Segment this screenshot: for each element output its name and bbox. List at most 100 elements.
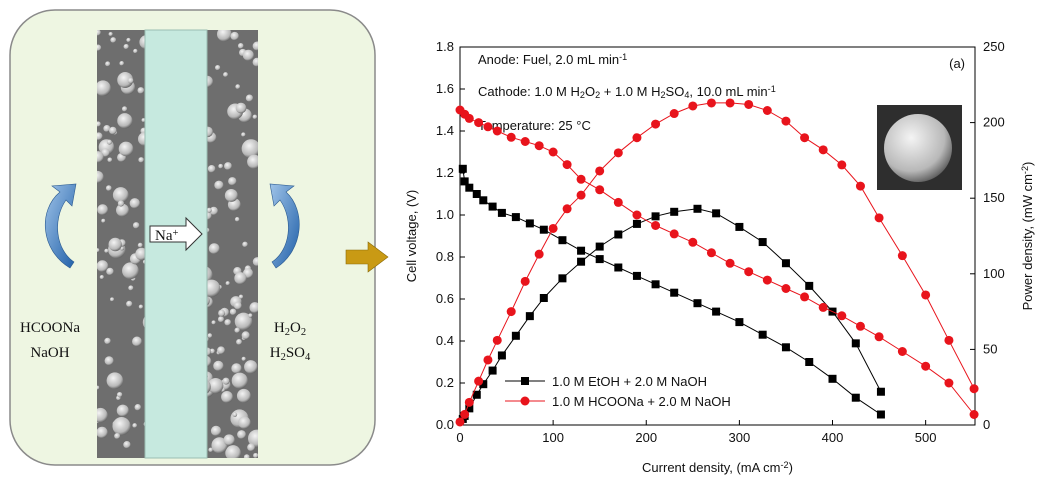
point: [762, 106, 772, 116]
point: [876, 387, 885, 396]
diagram: [9, 9, 389, 466]
point: [492, 126, 502, 136]
y-tick-label: 0.8: [436, 249, 454, 264]
point: [800, 133, 810, 143]
point: [613, 148, 623, 158]
y-tick-label: 0.4: [436, 333, 454, 348]
sem-particle: [234, 327, 240, 333]
sem-particle: [207, 377, 224, 394]
annotation: Temperature: 25 °C: [478, 118, 591, 133]
sem-particle: [235, 84, 241, 90]
point: [855, 321, 865, 331]
point: [465, 183, 474, 192]
point: [460, 409, 470, 419]
point: [651, 212, 660, 221]
point: [558, 236, 567, 245]
y-tick-label: 1.6: [436, 81, 454, 96]
point: [595, 242, 604, 251]
plot-frame: [459, 46, 976, 426]
point: [464, 397, 474, 407]
point: [725, 258, 735, 268]
diagram-label-sub: 2: [301, 327, 306, 338]
y2-tick-label: 50: [983, 341, 997, 356]
sem-particle: [104, 248, 109, 253]
point: [805, 358, 814, 366]
diagram-label-sub: 4: [305, 352, 311, 363]
sem-particle: [106, 372, 124, 389]
diagram-label-part: O: [290, 320, 301, 336]
sem-particle: [122, 262, 139, 280]
sem-particle: [207, 165, 216, 173]
sem-particle: [207, 333, 213, 338]
point: [465, 404, 474, 413]
y2-tick-label: 100: [983, 266, 1005, 281]
point: [472, 190, 481, 198]
sem-particle: [110, 37, 117, 43]
point: [670, 207, 679, 216]
sem-particle: [232, 412, 238, 417]
sem-particle: [247, 429, 258, 448]
point: [744, 267, 754, 277]
point: [464, 113, 474, 123]
point: [851, 339, 860, 348]
sem-particle: [105, 61, 111, 67]
point: [669, 229, 679, 239]
point: [735, 222, 744, 231]
sem-particle: [237, 43, 244, 49]
x-tick-label: 500: [915, 430, 937, 445]
point: [693, 204, 702, 213]
point: [539, 293, 548, 302]
sem-particle: [208, 243, 220, 255]
pointer-arrow: [345, 241, 389, 273]
inset: [877, 105, 962, 190]
sem-particle: [223, 434, 235, 446]
diagram-label-part: HCOONa: [20, 320, 80, 336]
sem-particle: [238, 416, 251, 429]
sem-particle: [97, 260, 109, 272]
sem-particle: [231, 372, 248, 389]
y-tick-label: 0.0: [436, 417, 454, 432]
sem-particle: [218, 309, 226, 317]
diagram-label: H2SO4: [270, 345, 311, 363]
point: [712, 307, 721, 316]
point: [969, 384, 979, 394]
sem-particle: [210, 425, 222, 436]
sem-particle: [217, 346, 225, 355]
y-tick-label: 1.2: [436, 165, 454, 180]
point: [613, 197, 623, 207]
sem-particle: [218, 163, 224, 169]
sem-particle: [97, 407, 108, 423]
sem-particle: [132, 336, 142, 347]
point: [762, 275, 772, 285]
sem-particle: [116, 203, 129, 217]
sem-particle: [236, 388, 251, 403]
sem-particle: [247, 154, 258, 169]
sem-particle: [109, 126, 117, 135]
sem-particle: [114, 433, 121, 440]
point: [558, 274, 567, 283]
sem-particle: [230, 31, 239, 41]
point: [758, 238, 767, 247]
y2-tick-label: 250: [983, 39, 1005, 54]
sem-particle: [235, 102, 247, 114]
point: [534, 249, 544, 259]
sem-particle: [223, 72, 228, 78]
point: [651, 280, 660, 289]
point: [651, 119, 661, 129]
x-tick-label: 300: [729, 430, 751, 445]
sem-particle: [97, 170, 104, 184]
sem-particle: [252, 114, 258, 120]
sem-particle: [123, 43, 129, 50]
sem-particle: [253, 452, 258, 458]
legend-label: 1.0 M EtOH + 2.0 M NaOH: [552, 374, 707, 389]
diagram-label-part: SO: [286, 345, 305, 361]
y-tick-label: 1.0: [436, 207, 454, 222]
point: [921, 361, 931, 371]
diagram-label: NaOH: [30, 345, 69, 361]
series-line: [459, 102, 975, 423]
sem-particle: [104, 337, 111, 345]
left-flow-arrow: [44, 183, 77, 269]
annotation-part: Temperature: 25 °C: [478, 118, 591, 133]
panel-label: (a): [949, 56, 965, 71]
sem-particle: [231, 363, 242, 374]
